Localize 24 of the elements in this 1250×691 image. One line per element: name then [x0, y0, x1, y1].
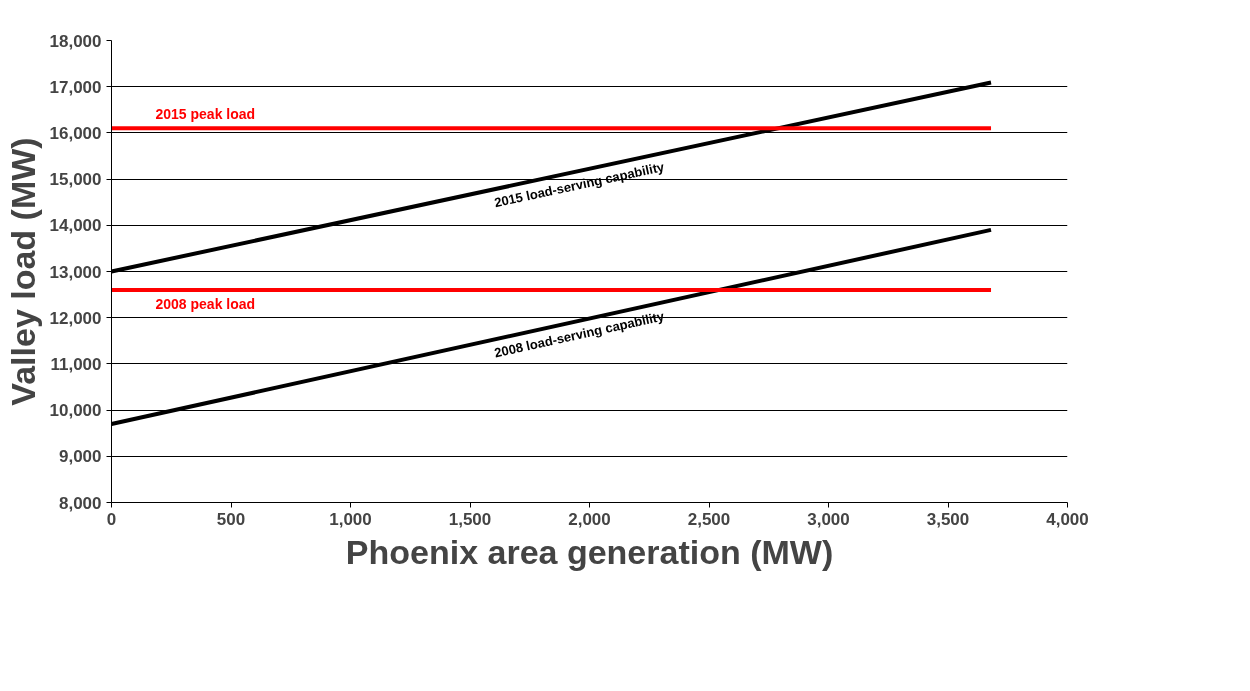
y-tick-label: 11,000	[50, 354, 102, 374]
y-tick-label: 12,000	[49, 308, 102, 328]
y-tick-label: 13,000	[49, 262, 102, 282]
x-tick-label: 1,000	[329, 509, 372, 529]
y-tick-label: 16,000	[49, 123, 102, 143]
series-label: 2008 peak load	[155, 295, 256, 312]
y-tick-label: 18,000	[49, 31, 102, 51]
x-tick-label: 0	[106, 509, 117, 529]
x-tick-label: 1,500	[448, 509, 492, 529]
y-tick-label: 8,000	[58, 493, 102, 513]
y-axis-title: Valley load (MW)	[3, 137, 42, 406]
x-tick-label: 2,500	[687, 509, 731, 529]
x-tick-label: 2,000	[568, 509, 611, 529]
y-tick-label: 17,000	[49, 77, 102, 97]
x-tick-label: 3,500	[926, 509, 970, 529]
x-axis-title: Phoenix area generation (MW)	[345, 532, 834, 571]
x-tick-label: 500	[216, 509, 246, 529]
series-label: 2015 peak load	[155, 106, 256, 123]
y-tick-label: 9,000	[58, 447, 102, 467]
x-tick-label: 3,000	[807, 509, 850, 529]
y-tick-label: 15,000	[49, 170, 102, 190]
y-tick-label: 10,000	[49, 401, 102, 421]
y-tick-label: 14,000	[49, 216, 102, 236]
x-tick-label: 4,000	[1046, 509, 1089, 529]
